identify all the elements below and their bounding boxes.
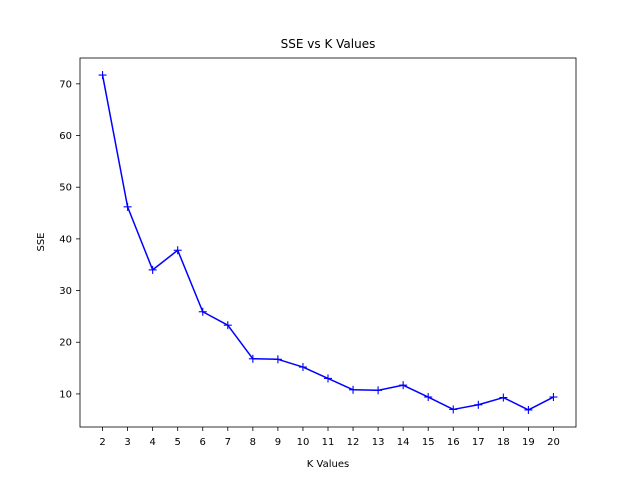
x-tick-label: 15 xyxy=(422,437,435,448)
x-tick-label: 17 xyxy=(472,437,485,448)
data-point-marker xyxy=(298,363,307,372)
x-tick-label: 8 xyxy=(250,437,256,448)
y-tick-label: 30 xyxy=(59,286,72,297)
y-tick-label: 40 xyxy=(59,234,72,245)
data-point-marker xyxy=(524,405,533,414)
y-tick-label: 10 xyxy=(59,389,72,400)
x-tick-label: 19 xyxy=(522,437,535,448)
data-point-marker xyxy=(549,393,558,402)
chart-title: SSE vs K Values xyxy=(281,37,376,51)
x-tick-label: 20 xyxy=(547,437,560,448)
data-point-marker xyxy=(324,374,332,383)
data-point-marker xyxy=(98,71,107,80)
x-tick-label: 18 xyxy=(497,437,510,448)
x-tick-label: 7 xyxy=(225,437,231,448)
y-tick-label: 70 xyxy=(59,79,72,90)
x-tick-label: 4 xyxy=(149,437,155,448)
data-point-marker xyxy=(424,393,433,402)
y-tick-label: 50 xyxy=(59,183,72,194)
y-tick-label: 60 xyxy=(59,131,72,142)
data-point-marker xyxy=(148,265,157,274)
plot-frame xyxy=(79,57,577,428)
data-point-marker xyxy=(374,386,383,395)
x-tick-label: 9 xyxy=(275,437,281,448)
x-tick-label: 5 xyxy=(175,437,181,448)
x-tick-label: 13 xyxy=(372,437,385,448)
data-point-marker xyxy=(123,202,132,211)
x-axis-label: K Values xyxy=(307,459,349,470)
series-layer xyxy=(98,71,558,414)
data-point-marker xyxy=(173,246,182,255)
x-tick-label: 2 xyxy=(99,437,105,448)
x-tick-label: 16 xyxy=(447,437,460,448)
x-tick-label: 3 xyxy=(124,437,130,448)
data-point-marker xyxy=(474,400,483,409)
data-point-marker xyxy=(273,355,282,364)
x-tick-label: 11 xyxy=(322,437,335,448)
data-point-marker xyxy=(449,405,458,414)
data-point-marker xyxy=(223,321,232,330)
y-axis-label: SSE xyxy=(36,232,47,251)
ticks-layer: 2 3 4 5 6 7 8 9 10 11 12 13 14 15 16 17 18 19 20 10 20 30 40 50… xyxy=(59,79,560,448)
x-tick-label: 10 xyxy=(297,437,310,448)
data-point-marker xyxy=(399,381,408,390)
data-point-marker xyxy=(499,393,508,402)
x-tick-label: 6 xyxy=(200,437,206,448)
data-point-marker xyxy=(349,385,358,394)
y-tick-label: 20 xyxy=(59,338,72,349)
data-point-marker xyxy=(198,307,207,316)
data-point-marker xyxy=(248,354,257,363)
x-tick-label: 14 xyxy=(397,437,410,448)
x-tick-label: 12 xyxy=(347,437,360,448)
